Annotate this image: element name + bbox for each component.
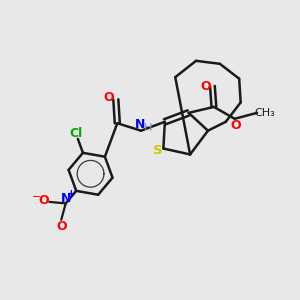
Text: O: O — [103, 92, 114, 104]
Text: H: H — [143, 123, 152, 133]
Text: O: O — [230, 119, 241, 132]
Text: Cl: Cl — [70, 127, 83, 140]
Text: N: N — [61, 192, 71, 206]
Text: O: O — [38, 194, 49, 207]
Text: −: − — [32, 192, 42, 203]
Text: O: O — [56, 220, 67, 233]
Text: N: N — [134, 118, 145, 130]
Text: O: O — [201, 80, 211, 93]
Text: +: + — [67, 189, 75, 199]
Text: CH₃: CH₃ — [254, 108, 275, 118]
Text: S: S — [153, 144, 163, 158]
